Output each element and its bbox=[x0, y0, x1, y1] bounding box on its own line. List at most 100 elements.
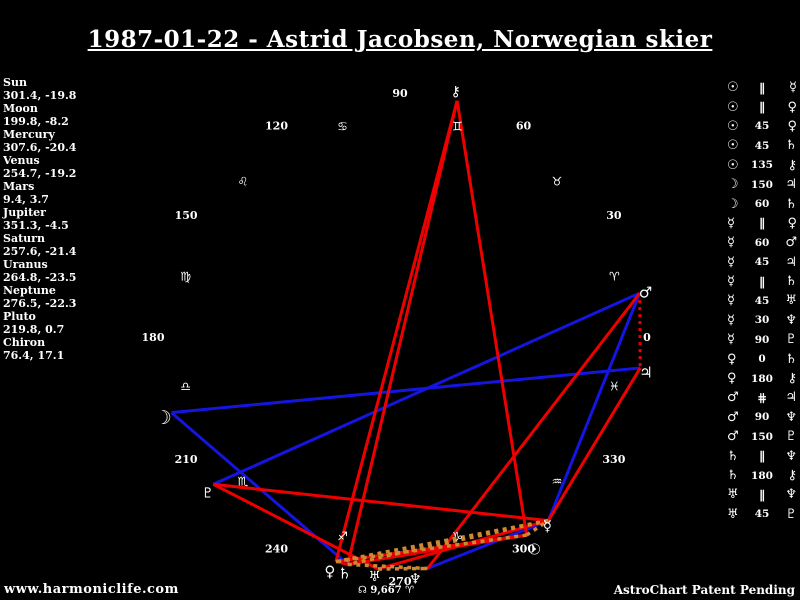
aspect-planet1-glyph: ☉ bbox=[727, 80, 739, 96]
planet-lon-dec-value: 276.5, -22.3 bbox=[3, 297, 77, 310]
aspect-type-label: 45 bbox=[754, 508, 770, 521]
planet-lon-dec-value: 264.8, -23.5 bbox=[3, 271, 77, 284]
planet-glyph-jupiter: ♃ bbox=[639, 364, 652, 382]
planet-lon-dec-value: 254.7, -19.2 bbox=[3, 167, 77, 180]
watermark-url: www.harmoniclife.com bbox=[4, 582, 179, 597]
aspect-planet2-glyph: ♆ bbox=[785, 312, 797, 328]
aspect-planet2-glyph: ♂ bbox=[785, 235, 797, 251]
aspect-planet2-glyph: ♀ bbox=[787, 118, 797, 134]
aspect-line-moon-jupiter bbox=[171, 366, 641, 415]
planet-position-entry: Venus 254.7, -19.2 bbox=[3, 154, 76, 180]
node-annotation: ☊ 9,667 ♈ bbox=[358, 585, 414, 596]
aspect-line-mars-neptune bbox=[426, 292, 641, 570]
aspect-row: ☉ 45 ♄ bbox=[727, 136, 799, 155]
aspect-type-label: 150 bbox=[751, 178, 773, 191]
planet-lon-dec-value: 199.8, -8.2 bbox=[3, 115, 69, 128]
zodiac-sign-taurus-icon: ♉ bbox=[552, 175, 563, 189]
planet-glyph-mercury: ☿ bbox=[543, 517, 552, 535]
planet-position-entry: Mars 9.4, 3.7 bbox=[3, 180, 76, 206]
aspect-type-label: 90 bbox=[754, 333, 770, 346]
node-icon: ☊ bbox=[358, 585, 367, 596]
aspect-row: ♂ 90 ♆ bbox=[727, 408, 799, 427]
degree-label-90: 90 bbox=[392, 87, 408, 100]
planet-name: Pluto bbox=[3, 310, 36, 323]
aspect-planet1-glyph: ☉ bbox=[727, 157, 739, 173]
aspect-line-mercury-uranus bbox=[377, 519, 549, 571]
aspect-planet2-glyph: ⚷ bbox=[787, 371, 797, 387]
aspect-row: ♅ 45 ♇ bbox=[727, 505, 799, 524]
aspect-type-label: 0 bbox=[758, 353, 766, 366]
aspect-row: ♂ ⋕ ♃ bbox=[727, 388, 799, 407]
aspect-planet1-glyph: ♄ bbox=[727, 468, 739, 483]
aspect-planet2-glyph: ♃ bbox=[785, 390, 797, 406]
aspect-type-label: 180 bbox=[751, 469, 773, 482]
planet-position-entry: Pluto 219.8, 0.7 bbox=[3, 310, 76, 336]
aspect-type-label: ∥ bbox=[759, 449, 765, 464]
aspect-planet1-glyph: ☽ bbox=[727, 177, 739, 193]
planet-name: Mars bbox=[3, 180, 35, 193]
zodiac-sign-sagittarius-icon: ♐ bbox=[337, 529, 348, 543]
aspect-line-mercury-jupiter bbox=[547, 367, 642, 522]
page-title: 1987-01-22 - Astrid Jacobsen, Norwegian … bbox=[87, 26, 713, 53]
aspect-planet2-glyph: ♄ bbox=[785, 351, 797, 367]
planet-name: Moon bbox=[3, 102, 38, 115]
aspect-line-mercury-pluto bbox=[213, 482, 549, 523]
aspect-type-label: ∥ bbox=[759, 80, 765, 95]
aspect-row: ☉ 45 ♀ bbox=[727, 117, 799, 136]
aspect-planet1-glyph: ♂ bbox=[727, 409, 739, 425]
aspects-panel: ☉ ∥ ☿ ☉ ∥ ♀ ☉ 45 ♀ ☉ 45 ♄ ☉ 135 ⚷ ☽ 150 ♃ ☽ 60 ♄ ☿ ∥ ♀ ☿ 60 ♂ ☿ 45 ♃ ☿… bbox=[727, 78, 799, 524]
aspect-planet1-glyph: ☿ bbox=[727, 215, 735, 231]
aspect-line-mercury-mars bbox=[546, 292, 642, 522]
node-value: 9,667 bbox=[367, 585, 405, 596]
zodiac-sign-cancer-icon: ♋ bbox=[337, 120, 348, 134]
aspect-line-uranus-pluto bbox=[212, 482, 379, 571]
planet-lon-dec-value: 219.8, 0.7 bbox=[3, 323, 65, 336]
planet-lon-dec-value: 76.4, 17.1 bbox=[3, 349, 65, 362]
aspect-row: ☿ ∥ ♄ bbox=[727, 272, 799, 291]
aspect-row: ☿ 60 ♂ bbox=[727, 233, 799, 252]
aspect-planet2-glyph: ♄ bbox=[785, 138, 797, 154]
aspect-line-mercury-neptune bbox=[426, 519, 549, 570]
aspect-type-label: ∥ bbox=[759, 487, 765, 502]
degree-label-240: 240 bbox=[265, 542, 288, 555]
aspect-planet2-glyph: ♇ bbox=[785, 429, 797, 445]
degree-label-0: 0 bbox=[643, 331, 651, 344]
planet-name: Sun bbox=[3, 76, 27, 89]
planet-glyph-uranus: ♅ bbox=[368, 569, 381, 585]
aspect-line-saturn-chiron bbox=[346, 100, 459, 565]
aspect-type-label: 45 bbox=[754, 120, 770, 133]
aspect-planet1-glyph: ☿ bbox=[727, 274, 735, 290]
aspect-planet2-glyph: ♃ bbox=[785, 177, 797, 193]
planet-name: Neptune bbox=[3, 284, 56, 297]
aspect-planet1-glyph: ☿ bbox=[727, 332, 735, 348]
degree-label-330: 330 bbox=[602, 453, 625, 466]
aspect-row: ♄ ∥ ♆ bbox=[727, 446, 799, 465]
planet-name: Mercury bbox=[3, 128, 55, 141]
zodiac-sign-aries-icon: ♈ bbox=[609, 270, 620, 284]
aspect-line-mercury-saturn bbox=[347, 518, 549, 567]
planet-name: Saturn bbox=[3, 232, 45, 245]
aspect-line-mars-pluto bbox=[212, 291, 641, 486]
aspect-planet2-glyph: ♅ bbox=[785, 293, 797, 309]
planet-position-entry: Chiron 76.4, 17.1 bbox=[3, 336, 76, 362]
aspect-row: ☉ ∥ ♀ bbox=[727, 97, 799, 116]
aspect-planet1-glyph: ☿ bbox=[727, 235, 735, 251]
aspect-planet2-glyph: ♃ bbox=[785, 254, 797, 270]
aspect-type-label: 135 bbox=[751, 159, 773, 172]
planet-position-entry: Moon 199.8, -8.2 bbox=[3, 102, 76, 128]
aspect-planet2-glyph: ♀ bbox=[787, 215, 797, 231]
aspect-line-sun-chiron bbox=[455, 100, 529, 536]
aspect-type-label: 45 bbox=[754, 294, 770, 307]
aspect-row: ☿ 30 ♆ bbox=[727, 311, 799, 330]
degree-label-300: 300 bbox=[512, 542, 535, 555]
planet-name: Jupiter bbox=[3, 206, 46, 219]
planet-name: Chiron bbox=[3, 336, 46, 349]
planet-lon-dec-value: 301.4, -19.8 bbox=[3, 89, 77, 102]
aspect-line-sun-venus bbox=[335, 533, 527, 564]
aspect-row: ♀ 0 ♄ bbox=[727, 349, 799, 368]
aspect-row: ☉ ∥ ☿ bbox=[727, 78, 799, 97]
aspect-row: ☿ 45 ♅ bbox=[727, 291, 799, 310]
aspect-type-label: 60 bbox=[754, 198, 770, 211]
aspect-planet2-glyph: ♆ bbox=[785, 409, 797, 425]
